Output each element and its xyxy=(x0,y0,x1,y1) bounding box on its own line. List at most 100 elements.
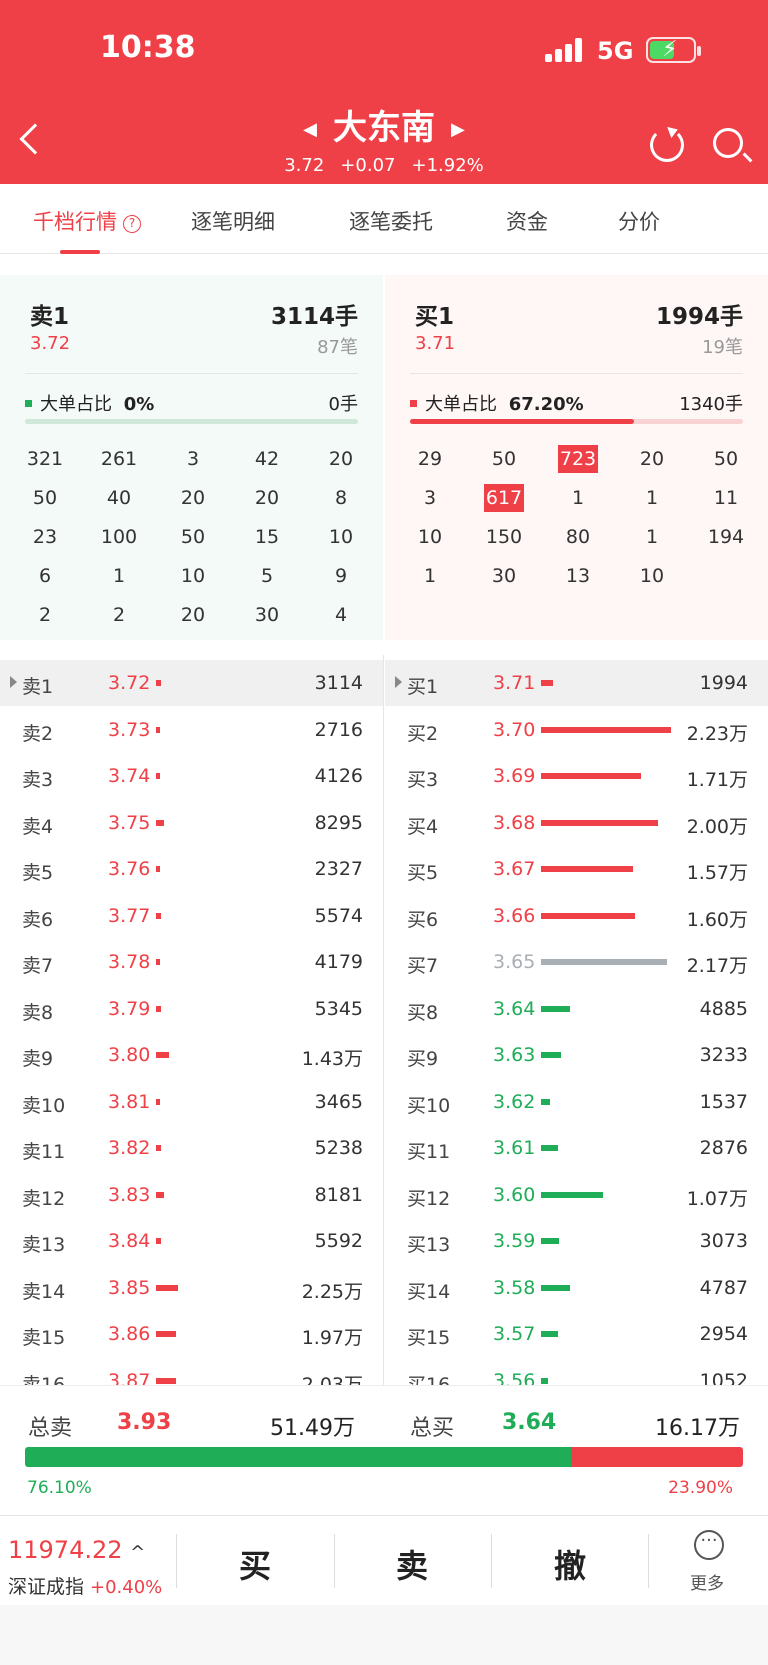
level-volume-bar xyxy=(541,1238,559,1244)
level-label: 卖6 xyxy=(22,908,54,931)
tab-zijin[interactable]: 资金 xyxy=(506,210,548,234)
level-volume-bar xyxy=(156,726,160,733)
sell-level-row[interactable]: 卖11 3.82 5238 xyxy=(0,1125,383,1171)
buy-level-row[interactable]: 买14 3.58 4787 xyxy=(385,1265,768,1311)
level-volume-bar xyxy=(156,1052,169,1058)
buy-level-row[interactable]: 买3 3.69 1.71万 xyxy=(385,753,768,799)
buy-level-row[interactable]: 买5 3.67 1.57万 xyxy=(385,846,768,892)
level-price: 3.61 xyxy=(493,1137,536,1159)
level-volume: 1.97万 xyxy=(301,1327,363,1349)
level-price: 3.78 xyxy=(108,951,151,973)
sell-level-row[interactable]: 卖6 3.77 5574 xyxy=(0,893,383,939)
sell-grid-cell: 100 xyxy=(100,526,138,548)
play-triangle-icon xyxy=(395,676,402,688)
buy-level-row[interactable]: 买8 3.64 4885 xyxy=(385,986,768,1032)
more-icon[interactable]: ··· xyxy=(694,1530,724,1560)
prev-stock-icon[interactable]: ◀ xyxy=(303,119,317,140)
sell-level-row[interactable]: 卖12 3.83 8181 xyxy=(0,1172,383,1218)
level-volume: 2.00万 xyxy=(686,815,748,838)
level-price: 3.79 xyxy=(108,997,151,1020)
level-label: 买13 xyxy=(407,1234,451,1256)
tab-qiandang[interactable]: 千档行情? xyxy=(33,206,141,236)
buy-grid-cell: 723 xyxy=(558,445,598,473)
sell-level-row[interactable]: 卖16 3.87 2.03万 xyxy=(0,1358,383,1386)
sell-level-row[interactable]: 卖7 3.78 4179 xyxy=(0,939,383,985)
level-label: 卖15 xyxy=(22,1327,66,1349)
buy-level-row[interactable]: 买10 3.62 1537 xyxy=(385,1079,768,1125)
search-icon[interactable] xyxy=(713,128,743,158)
level-volume-bar xyxy=(156,1191,164,1198)
level-volume-bar xyxy=(541,959,667,965)
level-price: 3.62 xyxy=(493,1090,536,1113)
sell-level-row[interactable]: 卖8 3.79 5345 xyxy=(0,986,383,1032)
cancel-button[interactable]: 撤 xyxy=(553,1547,586,1585)
level-volume: 1994 xyxy=(699,672,748,694)
sell-level-row[interactable]: 卖3 3.74 4126 xyxy=(0,753,383,799)
next-stock-icon[interactable]: ▶ xyxy=(451,119,465,140)
sell-level-row[interactable]: 卖1 3.72 3114 xyxy=(0,660,383,706)
sell-level-row[interactable]: 卖5 3.76 2327 xyxy=(0,846,383,892)
level-volume: 2.25万 xyxy=(301,1280,363,1303)
buy-grid-cell: 10 xyxy=(639,565,665,587)
tab-zhubi-mingxi[interactable]: 逐笔明细 xyxy=(191,210,275,234)
level-volume: 3465 xyxy=(314,1090,363,1113)
level-label: 买4 xyxy=(407,815,439,838)
buy-level-row[interactable]: 买1 3.71 1994 xyxy=(385,660,768,706)
buy-grid-cell: 617 xyxy=(484,484,524,512)
buy-level-row[interactable]: 买9 3.63 3233 xyxy=(385,1032,768,1078)
level-price: 3.86 xyxy=(108,1323,151,1345)
level-price: 3.58 xyxy=(493,1276,536,1299)
sell-level-row[interactable]: 卖2 3.73 2716 xyxy=(0,707,383,753)
total-buy-label: 总买 xyxy=(410,1416,455,1441)
buy-level-row[interactable]: 买13 3.59 3073 xyxy=(385,1218,768,1264)
level-volume-bar xyxy=(541,1052,561,1058)
separator xyxy=(334,1534,335,1588)
buy-level-row[interactable]: 买2 3.70 2.23万 xyxy=(385,707,768,753)
buy-level-row[interactable]: 买11 3.61 2876 xyxy=(385,1125,768,1171)
tab-zhubi-weituo[interactable]: 逐笔委托 xyxy=(349,210,433,234)
level-volume: 2954 xyxy=(699,1323,748,1345)
level-volume: 8181 xyxy=(314,1183,363,1206)
buy-level-row[interactable]: 买15 3.57 2954 xyxy=(385,1311,768,1357)
level-price: 3.80 xyxy=(108,1044,151,1066)
buy-grid-cell: 10 xyxy=(417,526,443,548)
play-triangle-icon xyxy=(10,676,17,688)
help-icon[interactable]: ? xyxy=(123,215,141,233)
sell-level-row[interactable]: 卖13 3.84 5592 xyxy=(0,1218,383,1264)
level-price: 3.69 xyxy=(493,765,536,787)
level-volume: 2876 xyxy=(699,1137,748,1159)
tab-fenjia[interactable]: 分价 xyxy=(618,210,660,234)
buy-level-row[interactable]: 买4 3.68 2.00万 xyxy=(385,800,768,846)
buy-level-row[interactable]: 买16 3.56 1052 xyxy=(385,1358,768,1386)
level-volume: 3233 xyxy=(699,1044,748,1066)
network-type: 5G xyxy=(597,37,634,65)
more-label[interactable]: 更多 xyxy=(690,1574,724,1594)
level-volume-bar xyxy=(156,1005,161,1012)
level-price: 3.68 xyxy=(493,811,536,834)
sell-level-row[interactable]: 卖4 3.75 8295 xyxy=(0,800,383,846)
buy-level-row[interactable]: 买12 3.60 1.07万 xyxy=(385,1172,768,1218)
sell-button[interactable]: 卖 xyxy=(395,1547,428,1585)
level-volume: 2.17万 xyxy=(686,955,748,977)
level-price: 3.82 xyxy=(108,1137,151,1159)
buy-level-row[interactable]: 买6 3.66 1.60万 xyxy=(385,893,768,939)
level-price: 3.87 xyxy=(108,1369,151,1386)
level-volume-bar xyxy=(156,959,160,965)
level-price: 3.83 xyxy=(108,1183,151,1206)
buy-level-row[interactable]: 买7 3.65 2.17万 xyxy=(385,939,768,985)
separator xyxy=(648,1534,649,1588)
sell-level-row[interactable]: 卖15 3.86 1.97万 xyxy=(0,1311,383,1357)
refresh-icon[interactable] xyxy=(650,128,684,162)
sell-level-row[interactable]: 卖9 3.80 1.43万 xyxy=(0,1032,383,1078)
level-price: 3.73 xyxy=(108,718,151,741)
level-price: 3.56 xyxy=(493,1369,536,1386)
level-volume-bar xyxy=(541,726,671,733)
level-volume-bar xyxy=(156,1145,161,1151)
sell-level-row[interactable]: 卖10 3.81 3465 xyxy=(0,1079,383,1125)
sell-level-row[interactable]: 卖14 3.85 2.25万 xyxy=(0,1265,383,1311)
sell1-volume: 3114手 xyxy=(270,304,358,330)
stock-name: 大东南 xyxy=(333,108,435,148)
level-price: 3.74 xyxy=(108,765,151,787)
buy-button[interactable]: 买 xyxy=(238,1547,271,1585)
level-volume-bar xyxy=(541,866,633,872)
